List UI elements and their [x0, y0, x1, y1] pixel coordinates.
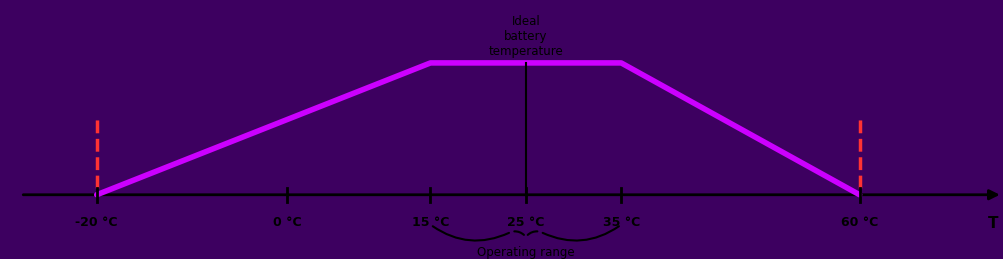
Text: Ideal
battery
temperature: Ideal battery temperature [488, 15, 563, 58]
Text: 0 °C: 0 °C [273, 216, 302, 229]
Text: 25 °C: 25 °C [507, 216, 544, 229]
Text: Operating range: Operating range [476, 246, 574, 259]
Text: -20 °C: -20 °C [75, 216, 118, 229]
Text: 35 °C: 35 °C [602, 216, 639, 229]
Text: T: T [987, 216, 997, 231]
Text: 60 °C: 60 °C [841, 216, 878, 229]
Text: 15 °C: 15 °C [411, 216, 448, 229]
